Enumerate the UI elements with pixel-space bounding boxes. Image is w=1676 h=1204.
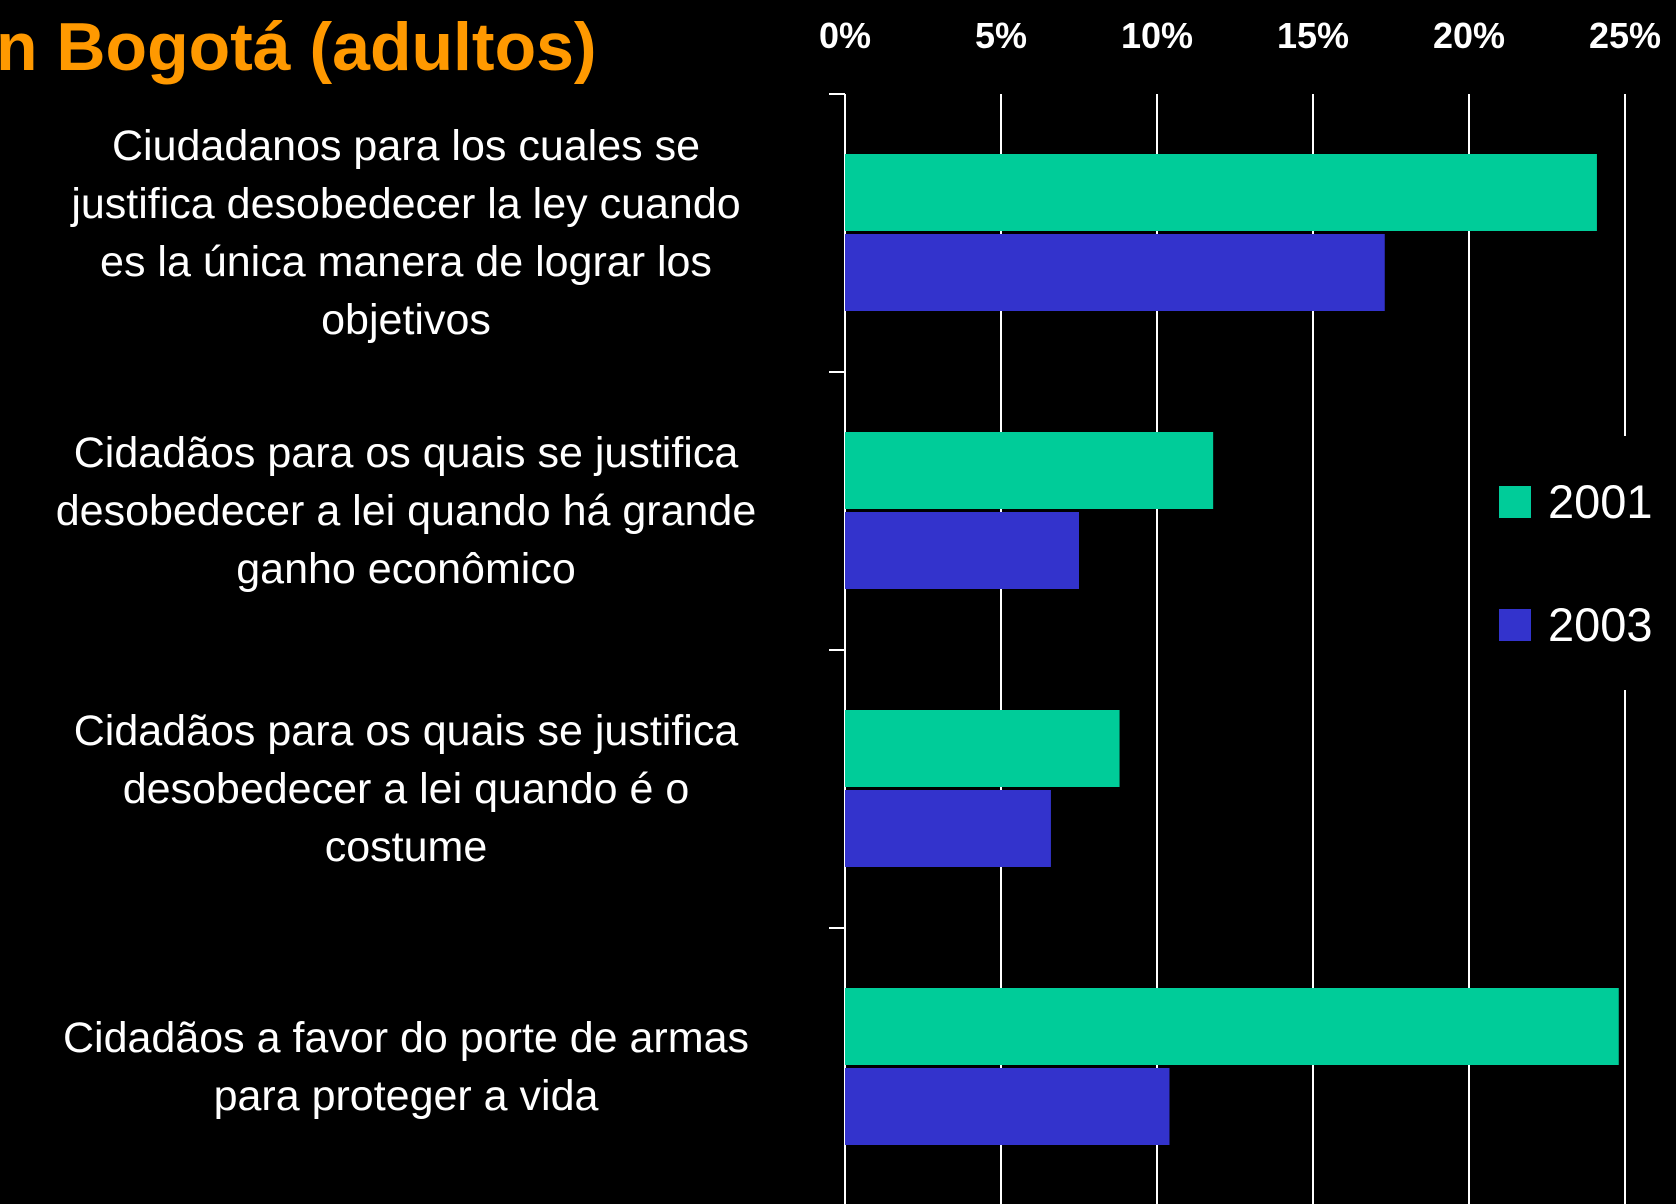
x-tick-label: 25% [1589, 15, 1661, 56]
bar [845, 790, 1051, 867]
y-tick-label: Ciudadanos para los cuales se justifica … [71, 122, 741, 344]
y-tick-label: Cidadãos a favor do porte de armas para … [62, 1014, 749, 1120]
y-tick-label: Cidadãos para os quais se justifica deso… [55, 429, 757, 593]
x-tick-label: 0% [819, 15, 871, 56]
bar [845, 234, 1385, 311]
legend-background [1480, 436, 1676, 690]
bar [845, 1068, 1170, 1145]
bar [845, 512, 1079, 589]
bar [845, 710, 1120, 787]
legend-swatch [1499, 486, 1531, 518]
x-tick-label: 15% [1277, 15, 1349, 56]
legend-swatch [1499, 609, 1531, 641]
bar [845, 432, 1214, 509]
x-tick-label: 10% [1121, 15, 1193, 56]
x-tick-label: 20% [1433, 15, 1505, 56]
chart-title: n Bogotá (adultos) [0, 9, 597, 85]
legend-label: 2003 [1548, 598, 1653, 651]
legend-label: 2001 [1548, 475, 1653, 528]
x-tick-label: 5% [975, 15, 1027, 56]
bar [845, 988, 1619, 1065]
y-tick-label: Cidadãos para os quais se justifica deso… [73, 707, 739, 871]
bar [845, 154, 1597, 231]
